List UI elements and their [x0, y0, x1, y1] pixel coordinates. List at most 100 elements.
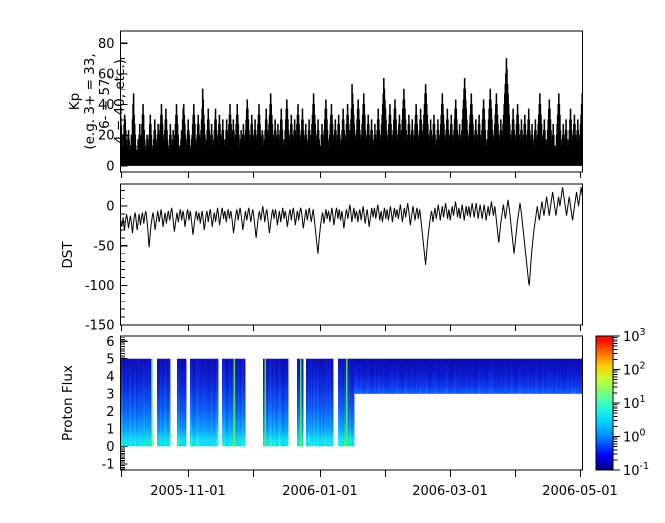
- flux-column: [315, 358, 318, 447]
- flux-column: [206, 358, 208, 447]
- flux-column: [548, 358, 551, 394]
- flux-column: [454, 358, 456, 394]
- flux-ticklabel: 3: [106, 387, 114, 402]
- flux-column: [559, 358, 562, 394]
- flux-column: [418, 358, 421, 394]
- flux-column: [403, 358, 406, 394]
- flux-column: [492, 358, 494, 394]
- flux-column: [549, 358, 552, 394]
- flux-column: [134, 358, 137, 447]
- flux-column: [490, 358, 493, 394]
- flux-column: [501, 358, 503, 394]
- flux-column: [357, 358, 360, 394]
- flux-column: [509, 358, 511, 394]
- flux-column: [555, 358, 557, 394]
- flux-column: [339, 358, 341, 447]
- flux-column: [421, 358, 424, 394]
- flux-column: [342, 358, 345, 447]
- flux-column: [503, 358, 506, 394]
- flux-column: [485, 358, 487, 394]
- flux-column: [500, 358, 502, 394]
- flux-column: [449, 358, 452, 394]
- flux-column: [554, 358, 556, 394]
- flux-column: [232, 358, 234, 447]
- flux-column: [243, 358, 246, 447]
- flux-column: [535, 358, 538, 394]
- flux-column: [522, 358, 524, 394]
- flux-column: [365, 358, 368, 394]
- flux-column: [386, 358, 388, 394]
- colorbar-exponent: 0: [640, 428, 646, 439]
- flux-column: [568, 358, 570, 394]
- flux-column: [225, 358, 228, 447]
- flux-column: [484, 358, 486, 394]
- flux-column: [505, 358, 508, 394]
- flux-column: [198, 358, 200, 447]
- flux-column: [309, 358, 312, 447]
- flux-column: [459, 358, 462, 394]
- flux-column: [270, 358, 273, 447]
- flux-column: [409, 358, 411, 394]
- flux-column: [534, 358, 537, 394]
- flux-column: [573, 358, 576, 394]
- flux-column: [495, 358, 498, 394]
- flux-column: [238, 358, 240, 447]
- flux-column: [416, 358, 418, 394]
- flux-column: [426, 358, 429, 394]
- flux-column: [130, 358, 132, 447]
- flux-column: [317, 358, 320, 447]
- flux-column: [533, 358, 536, 394]
- flux-column: [351, 358, 354, 447]
- flux-column: [464, 358, 467, 394]
- flux-column: [458, 358, 461, 394]
- flux-column: [166, 358, 169, 447]
- kp-ticklabel: 80: [98, 37, 115, 52]
- flux-column: [360, 358, 363, 394]
- flux-column: [211, 358, 213, 447]
- flux-column: [396, 358, 399, 394]
- flux-column: [432, 358, 434, 394]
- flux-column: [180, 358, 182, 447]
- x-ticklabel: 2005-11-01: [150, 484, 226, 499]
- flux-column: [494, 358, 496, 394]
- flux-column: [272, 358, 274, 447]
- flux-column: [160, 358, 163, 447]
- flux-column: [297, 358, 299, 447]
- colorbar-ticks: [613, 335, 620, 471]
- flux-column: [207, 358, 210, 447]
- flux-column: [222, 358, 224, 447]
- dst-ticklabel: 0: [106, 200, 114, 215]
- kp-panel: 0 20 40 60 80 Kp (e.g. 3+ = 33, 6- = 57, 4 = 40…: [67, 30, 584, 178]
- flux-column: [286, 358, 289, 447]
- flux-column: [178, 358, 180, 447]
- flux-column: [126, 358, 129, 447]
- flux-column: [477, 358, 479, 394]
- flux-column: [479, 358, 482, 394]
- kp-x-ticks: [120, 172, 582, 178]
- flux-column: [475, 358, 478, 394]
- flux-column: [213, 358, 215, 447]
- flux-column: [395, 358, 398, 394]
- flux-column: [523, 358, 525, 394]
- flux-column: [480, 358, 483, 394]
- flux-column: [285, 358, 288, 447]
- kp-axis-label: Kp (e.g. 3+ = 33, 6- = 57, 4 = 40, etc.): [67, 53, 128, 149]
- flux-column: [558, 358, 561, 394]
- flux-column: [226, 358, 229, 447]
- flux-column: [140, 358, 143, 447]
- flux-column: [385, 358, 387, 394]
- flux-column: [149, 358, 152, 447]
- flux-column: [168, 358, 171, 447]
- flux-spike-column: [151, 358, 153, 447]
- flux-axis-label-text: Proton Flux: [60, 365, 76, 441]
- flux-column: [137, 358, 139, 447]
- flux-column: [543, 358, 546, 394]
- flux-column: [412, 358, 415, 394]
- flux-column: [354, 358, 356, 394]
- flux-column: [532, 358, 534, 394]
- flux-spectrogram-blocks: [121, 358, 583, 447]
- flux-column: [122, 358, 124, 447]
- flux-column: [502, 358, 505, 394]
- flux-column: [183, 358, 186, 447]
